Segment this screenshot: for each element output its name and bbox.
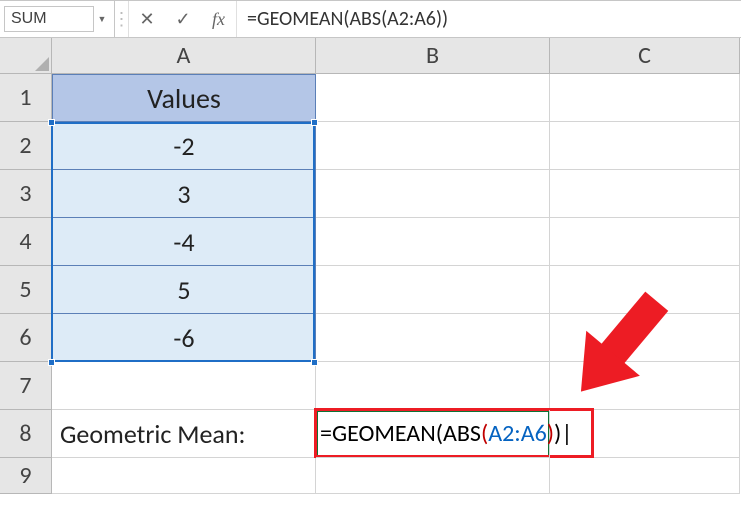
cell-B7[interactable]	[316, 362, 550, 410]
range-handle-icon[interactable]	[311, 119, 318, 126]
row-header-7[interactable]: 7	[0, 362, 52, 410]
cell-B5[interactable]	[316, 266, 550, 314]
cell-A7[interactable]	[52, 362, 316, 410]
formula-bar-divider: ⋮	[115, 1, 129, 37]
cell-C9[interactable]	[550, 458, 740, 494]
formula-part-paren-open: (	[481, 419, 488, 448]
table-row	[52, 362, 741, 410]
cell-A3[interactable]: 3	[52, 170, 316, 218]
column-headers: A B C	[52, 38, 741, 74]
col-header-A[interactable]: A	[52, 38, 316, 74]
cell-B1[interactable]	[316, 74, 550, 122]
cell-B9[interactable]	[316, 458, 550, 494]
insert-function-icon[interactable]: fx	[201, 1, 237, 37]
cell-C8[interactable]	[550, 410, 740, 458]
table-row: 5	[52, 266, 741, 314]
range-handle-icon[interactable]	[48, 119, 55, 126]
row-header-3[interactable]: 3	[0, 170, 52, 218]
table-row	[52, 458, 741, 494]
cell-A6[interactable]: -6	[52, 314, 316, 362]
formula-bar: ▼ ⋮ ✕ ✓ fx =GEOMEAN(ABS(A2:A6))	[0, 0, 741, 38]
cell-B4[interactable]	[316, 218, 550, 266]
row-header-5[interactable]: 5	[0, 266, 52, 314]
col-header-C[interactable]: C	[550, 38, 740, 74]
cells-area: Values -2 3 -4 5 -6	[52, 74, 741, 494]
cell-B3[interactable]	[316, 170, 550, 218]
formula-part-close2: )	[554, 419, 561, 448]
table-row: -4	[52, 218, 741, 266]
table-row: -2	[52, 122, 741, 170]
cell-A9[interactable]	[52, 458, 316, 494]
row-header-2[interactable]: 2	[0, 122, 52, 170]
range-handle-icon[interactable]	[48, 359, 55, 366]
cell-C3[interactable]	[550, 170, 740, 218]
cell-C7[interactable]	[550, 362, 740, 410]
formula-part-range: A2:A6	[488, 419, 547, 448]
row-header-1[interactable]: 1	[0, 74, 52, 122]
enter-formula-icon[interactable]: ✓	[165, 1, 201, 37]
name-box-dropdown-icon[interactable]: ▼	[94, 6, 110, 32]
cancel-formula-icon[interactable]: ✕	[129, 1, 165, 37]
cell-C5[interactable]	[550, 266, 740, 314]
cell-A1[interactable]: Values	[52, 74, 316, 122]
select-all-corner[interactable]	[0, 38, 52, 74]
formula-input[interactable]: =GEOMEAN(ABS(A2:A6))	[237, 1, 741, 37]
cell-A2[interactable]: -2	[52, 122, 316, 170]
cell-C2[interactable]	[550, 122, 740, 170]
row-headers: 1 2 3 4 5 6 7 8 9	[0, 74, 52, 494]
name-box-container: ▼	[0, 1, 115, 37]
formula-part-paren-close: )	[547, 419, 554, 448]
range-handle-icon[interactable]	[311, 359, 318, 366]
row-header-4[interactable]: 4	[0, 218, 52, 266]
cell-B2[interactable]	[316, 122, 550, 170]
cell-A5[interactable]: 5	[52, 266, 316, 314]
cell-A8[interactable]: Geometric Mean:	[52, 410, 316, 458]
table-row: Geometric Mean: =GEOMEAN(ABS(A2:A6))|	[52, 410, 741, 458]
row-header-6[interactable]: 6	[0, 314, 52, 362]
row-header-8[interactable]: 8	[0, 410, 52, 458]
cell-C6[interactable]	[550, 314, 740, 362]
cell-B8[interactable]: =GEOMEAN(ABS(A2:A6))|	[316, 410, 550, 458]
formula-part-func: =GEOMEAN(ABS	[320, 419, 481, 448]
cell-B6[interactable]	[316, 314, 550, 362]
name-box[interactable]	[4, 6, 94, 32]
text-cursor-icon: |	[561, 419, 572, 448]
cell-C4[interactable]	[550, 218, 740, 266]
table-row: Values	[52, 74, 741, 122]
col-header-B[interactable]: B	[316, 38, 550, 74]
table-row: -6	[52, 314, 741, 362]
row-header-9[interactable]: 9	[0, 458, 52, 494]
table-row: 3	[52, 170, 741, 218]
cell-A4[interactable]: -4	[52, 218, 316, 266]
cell-C1[interactable]	[550, 74, 740, 122]
